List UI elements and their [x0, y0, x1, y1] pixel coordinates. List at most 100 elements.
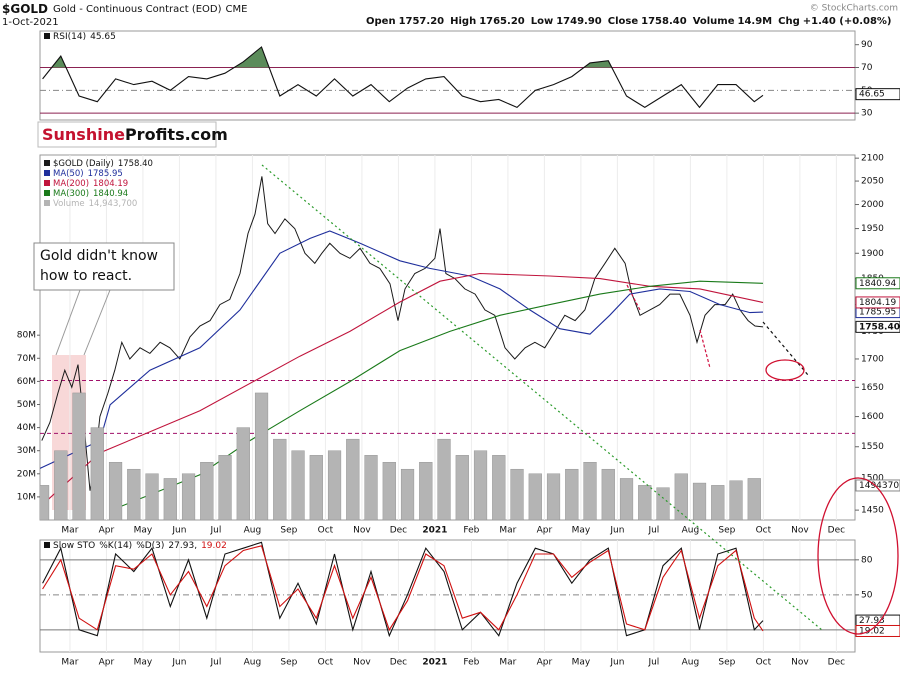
y2-tick-label: 50M: [17, 400, 36, 410]
legend-entry: Volume 14,943,700: [53, 199, 137, 209]
y2-tick-label: 80M: [17, 331, 36, 341]
logo: SunshineProfits.com: [42, 125, 228, 144]
annotation-text: how to react.: [40, 268, 132, 284]
value-tag: [855, 320, 900, 333]
legend-entry: MA(300) 1840.94: [53, 189, 128, 199]
value-tag: [855, 624, 900, 637]
volume-bar: [692, 482, 707, 520]
value-tag: [855, 479, 900, 492]
series-line: [119, 280, 764, 508]
legend-swatch: [44, 200, 50, 206]
volume-bar: [583, 462, 597, 520]
value-tag: [855, 296, 900, 309]
y-tick-label: 1950: [861, 224, 884, 234]
series-line: [42, 545, 764, 632]
value-tag-label: 46.65: [859, 90, 885, 100]
x-tick-label: Mar: [499, 526, 516, 536]
y-tick-label: 2100: [861, 154, 884, 164]
y2-tick-label: 30M: [17, 446, 36, 456]
header-title: $GOLD Gold - Continuous Contract (EOD) CME: [2, 2, 247, 16]
volume-bar: [54, 450, 68, 520]
legend-entry: $GOLD (Daily) 1758.40: [53, 159, 153, 169]
y-tick-label: 1700: [861, 354, 884, 364]
x-tick-label: Jun: [171, 526, 186, 536]
legend-swatch: [44, 180, 50, 186]
y-tick-label: 1450: [861, 506, 884, 516]
x-tick-label: Apr: [99, 658, 115, 668]
volume-bar: [419, 462, 433, 520]
quote-value: 1749.90: [556, 16, 602, 27]
x-tick-label: Feb: [463, 658, 479, 668]
logo-part: Sunshine: [42, 125, 125, 144]
date: 1-Oct-2021: [2, 17, 59, 28]
quote-label: Volume: [693, 16, 735, 27]
y-tick-label: 2050: [861, 177, 884, 187]
volume-bar: [309, 455, 323, 520]
y-tick-label: 50: [861, 590, 873, 600]
x-tick-label: Apr: [537, 658, 553, 668]
volume-bar: [273, 438, 287, 520]
target-ellipse: [817, 477, 899, 635]
x-tick-label: Nov: [791, 526, 809, 536]
x-tick-label: Oct: [318, 658, 334, 668]
value-tag-label: 1804.19: [859, 298, 896, 308]
y2-tick-label: 60M: [17, 377, 36, 387]
volume-bar: [492, 455, 506, 520]
annotation-box: [33, 242, 175, 291]
legend-entry: MA(200) 1804.19: [53, 179, 128, 189]
legend-value: 14,943,700: [89, 199, 138, 209]
quote: Open 1757.20 High 1765.20 Low 1749.90 Close 175…: [366, 16, 892, 27]
x-tick-label: Dec: [828, 526, 845, 536]
volume-bar: [181, 473, 196, 520]
overlay: Gold didn't know how to react. SunshineP…: [2, 2, 899, 635]
y2-tick-label: 10M: [17, 492, 36, 502]
legend-value: 27.93: [168, 541, 194, 551]
legend-name: RSI(14): [53, 32, 86, 42]
volume-bar: [108, 462, 123, 520]
series-group: [40, 176, 764, 520]
x-tick-label: Mar: [61, 658, 78, 668]
x-tick-label: Sep: [718, 658, 735, 668]
series-group: [42, 46, 764, 109]
callout-line: [83, 289, 111, 356]
panel-frame: [39, 30, 856, 121]
x-tick-label: Apr: [537, 526, 553, 536]
y-tick-label: 1650: [861, 383, 884, 393]
legend-swatch: [44, 190, 50, 196]
volume-bar: [747, 478, 761, 520]
volume-bar: [72, 392, 86, 520]
x-tick-label: Jun: [609, 526, 624, 536]
value-tag-label: 1840.94: [859, 279, 896, 289]
legend-entry: RSI(14) 45.65: [53, 32, 116, 42]
x-tick-label: Mar: [61, 526, 78, 536]
exchange: CME: [226, 4, 248, 15]
y-tick-label: 1600: [861, 412, 884, 422]
annotation-text: Gold didn't know: [40, 248, 158, 264]
series-line: [42, 541, 764, 638]
quote-value: +1.40 (+0.08%): [803, 16, 892, 27]
volume-bar: [163, 478, 177, 520]
volume-bar: [40, 485, 50, 520]
x-tick-label: Oct: [756, 526, 772, 536]
callout-line: [55, 289, 81, 356]
x-tick-label: Oct: [756, 658, 772, 668]
legend-name: MA(50): [53, 169, 84, 179]
volume-bar: [638, 485, 652, 520]
y-tick-label: 70: [861, 63, 873, 73]
value-tag-label: 1785.95: [859, 308, 896, 318]
legend-value: 1785.95: [88, 169, 123, 179]
x-tick-label: Nov: [353, 658, 371, 668]
y-tick-label: 1500: [861, 473, 884, 483]
volume-bar: [382, 462, 396, 520]
x-tick-label: Sep: [280, 526, 297, 536]
x-tick-label: Jul: [209, 658, 221, 668]
volume-bar: [729, 480, 743, 520]
legend-value: 19.02: [201, 541, 227, 551]
symbol: $GOLD: [2, 2, 48, 16]
legend-title: Slow STO: [53, 541, 95, 551]
x-tick-label: Dec: [828, 658, 845, 668]
x-tick-label: May: [134, 526, 153, 536]
x-tick-label: May: [572, 658, 591, 668]
quote-label: Low: [531, 16, 553, 27]
y2-tick-label: 20M: [17, 469, 36, 479]
